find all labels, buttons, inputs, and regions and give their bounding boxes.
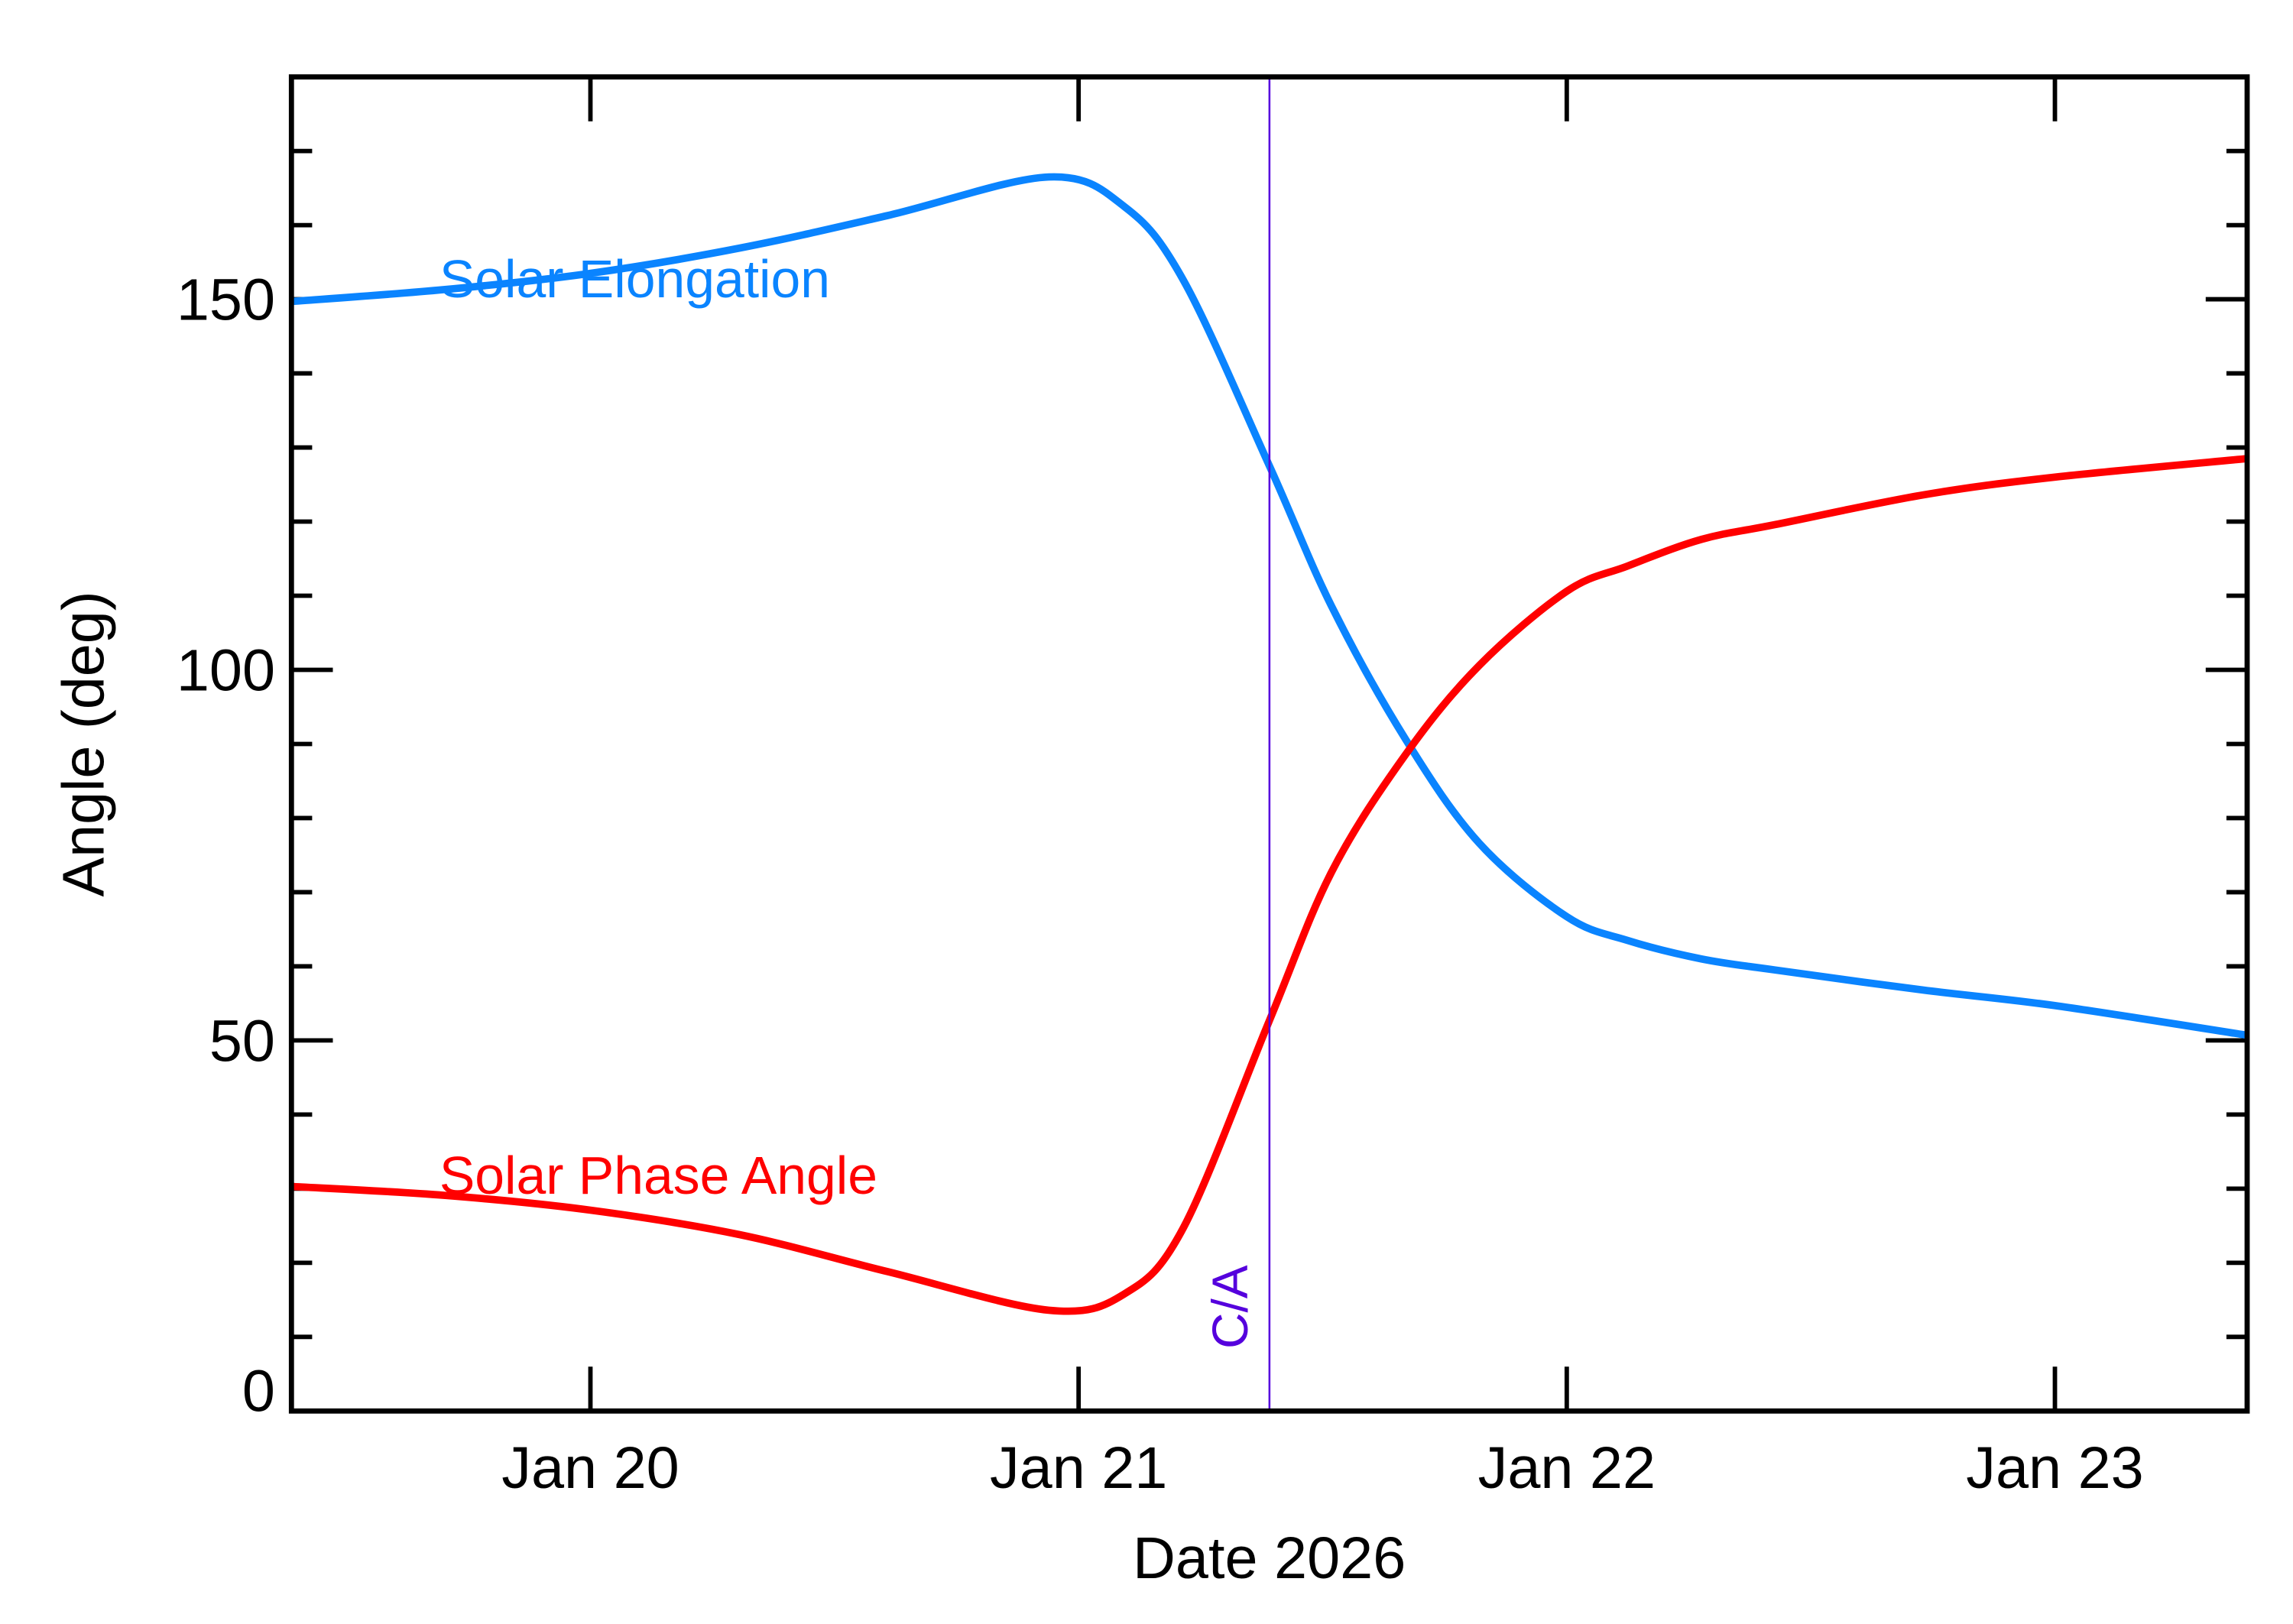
y-tick-label: 0 <box>242 1358 275 1424</box>
series-lines <box>290 173 2248 1315</box>
series-label-solar-phase-angle: Solar Phase Angle <box>439 1146 877 1205</box>
x-axis-title: Date 2026 <box>1133 1525 1406 1591</box>
series-label-solar-elongation: Solar Elongation <box>439 249 830 309</box>
y-tick-labels: 0 50 100 150 <box>177 267 275 1425</box>
x-tick-label: Jan 23 <box>1966 1435 2143 1501</box>
y-tick-label: 150 <box>177 267 275 333</box>
series-line-solar-phase-angle <box>291 455 2248 1315</box>
series-line-solar-elongation <box>290 173 2248 1039</box>
y-tick-label: 100 <box>177 638 275 704</box>
x-tick-label: Jan 21 <box>990 1435 1167 1501</box>
closest-approach-label: C/A <box>1202 1265 1258 1349</box>
x-tick-labels: Jan 20 Jan 21 Jan 22 Jan 23 <box>501 1435 2143 1501</box>
plot-frame <box>288 74 2250 1414</box>
x-tick-label: Jan 20 <box>501 1435 679 1501</box>
x-tick-label: Jan 22 <box>1478 1435 1656 1501</box>
y-axis-title: Angle (deg) <box>50 591 116 896</box>
y-tick-label: 50 <box>209 1008 275 1074</box>
